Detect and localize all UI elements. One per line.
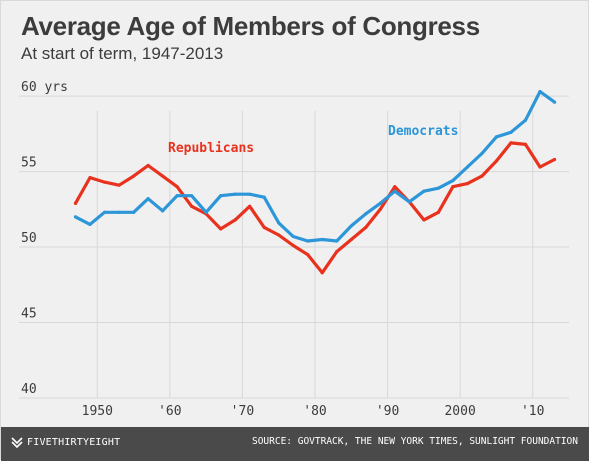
data-point-republicans — [161, 174, 165, 178]
footer-logo: FIVETHIRTYEIGHT — [11, 436, 121, 449]
data-point-republicans — [552, 157, 557, 162]
data-point-democrats — [102, 210, 107, 214]
series-line-republicans — [73, 141, 557, 275]
data-point-republicans — [523, 142, 528, 146]
data-point-democrats — [378, 201, 382, 205]
data-point-republicans — [233, 218, 237, 222]
data-point-democrats — [190, 194, 194, 198]
data-point-democrats — [422, 189, 426, 193]
data-point-republicans — [436, 210, 440, 214]
data-point-democrats — [131, 210, 136, 214]
data-point-democrats — [88, 222, 92, 227]
data-point-republicans — [102, 180, 107, 184]
data-point-republicans — [494, 159, 499, 163]
data-point-democrats — [349, 224, 353, 228]
data-point-republicans — [509, 141, 513, 145]
x-tick-label: '80 — [303, 404, 326, 419]
y-tick-label: 50 — [21, 231, 37, 246]
data-point-republicans — [349, 237, 353, 242]
y-tick-label: 45 — [21, 307, 37, 322]
chart-subtitle: At start of term, 1947-2013 — [21, 44, 224, 63]
data-point-republicans — [538, 165, 542, 169]
series-labels: Republicans Democrats — [168, 124, 458, 156]
data-point-democrats — [204, 210, 208, 214]
x-tick-label: 2000 — [444, 404, 475, 419]
data-point-democrats — [262, 195, 266, 199]
data-point-democrats — [146, 197, 150, 201]
y-tick-label: 40 — [21, 382, 37, 397]
data-point-democrats — [175, 194, 179, 198]
data-point-republicans — [306, 252, 310, 257]
data-point-democrats — [306, 239, 310, 243]
data-point-democrats — [291, 234, 295, 239]
footer-logo-text: FIVETHIRTYEIGHT — [27, 437, 121, 448]
data-point-democrats — [494, 135, 499, 139]
footer-source: SOURCE: GOVTRACK, THE NEW YORK TIMES, SU… — [251, 436, 578, 447]
data-point-democrats — [233, 192, 237, 196]
data-point-democrats — [364, 212, 368, 216]
data-point-republicans — [248, 204, 252, 208]
gridlines — [19, 95, 569, 399]
data-point-republicans — [73, 201, 78, 205]
series-label-republicans: Republicans — [168, 141, 254, 156]
data-point-democrats — [335, 239, 339, 243]
data-point-democrats — [219, 194, 223, 198]
chart-title: Average Age of Members of Congress — [21, 11, 480, 41]
data-point-republicans — [378, 207, 382, 211]
data-point-democrats — [277, 221, 281, 225]
x-tick-label: 1950 — [82, 404, 113, 419]
data-point-republicans — [131, 174, 136, 178]
data-point-democrats — [480, 151, 484, 156]
data-point-republicans — [364, 225, 368, 230]
data-point-republicans — [262, 225, 266, 230]
data-point-democrats — [436, 186, 440, 190]
data-point-republicans — [291, 243, 295, 248]
series-label-democrats: Democrats — [388, 124, 458, 139]
series-lines — [73, 89, 557, 275]
x-tick-label: '90 — [376, 404, 399, 419]
data-point-democrats — [523, 118, 528, 122]
data-point-republicans — [88, 176, 92, 180]
line-chart: 40 45 50 55 60 yrs 1950 '60 '70 '80 '90 2000 '10 R… — [19, 80, 569, 419]
data-point-republicans — [190, 204, 194, 208]
data-point-democrats — [538, 89, 542, 94]
data-point-republicans — [465, 182, 469, 186]
x-tick-label: '60 — [158, 404, 181, 419]
data-point-democrats — [73, 215, 78, 219]
data-point-republicans — [393, 185, 397, 189]
data-point-republicans — [146, 163, 150, 168]
data-point-republicans — [219, 227, 223, 231]
data-point-democrats — [552, 100, 557, 104]
data-point-republicans — [451, 185, 455, 189]
y-tick-label: 55 — [21, 156, 37, 171]
x-tick-label: '70 — [231, 404, 254, 419]
data-point-republicans — [277, 233, 281, 237]
data-point-republicans — [117, 183, 121, 187]
data-point-democrats — [509, 130, 513, 134]
data-point-democrats — [407, 200, 411, 204]
x-axis: 1950 '60 '70 '80 '90 2000 '10 — [82, 404, 545, 419]
data-point-republicans — [422, 218, 426, 222]
data-point-republicans — [175, 185, 179, 189]
footer-bar: FIVETHIRTYEIGHT SOURCE: GOVTRACK, THE NE… — [1, 427, 589, 461]
data-point-democrats — [451, 179, 455, 183]
data-point-republicans — [335, 249, 339, 254]
data-point-democrats — [320, 237, 324, 242]
y-axis: 40 45 50 55 60 yrs — [21, 80, 68, 397]
data-point-democrats — [161, 209, 165, 213]
data-point-democrats — [248, 192, 252, 196]
data-point-republicans — [480, 174, 484, 178]
data-point-democrats — [117, 210, 121, 214]
data-point-democrats — [393, 189, 397, 193]
data-point-democrats — [465, 165, 469, 169]
fivethirtyeight-logo-icon — [11, 437, 23, 449]
x-tick-label: '10 — [521, 404, 544, 419]
data-point-republicans — [320, 271, 324, 275]
series-line-democrats — [73, 89, 557, 243]
y-tick-label: 60 yrs — [21, 80, 68, 95]
